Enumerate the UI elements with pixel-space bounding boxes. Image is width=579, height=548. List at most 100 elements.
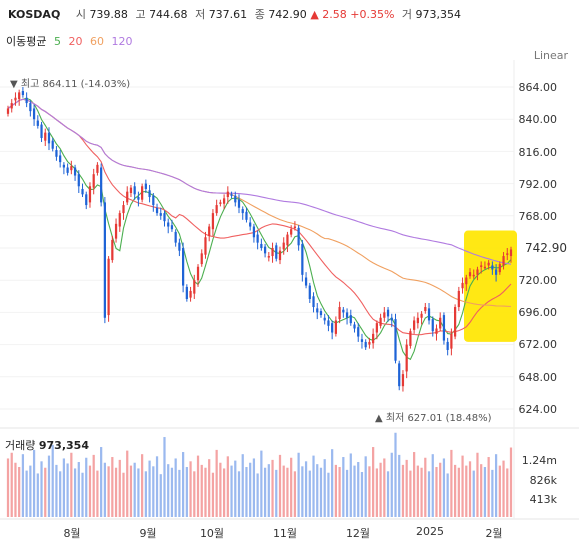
price-tick: 816.00: [518, 146, 558, 159]
volume-bar: [62, 458, 66, 517]
volume-bar: [100, 447, 103, 517]
symbol-name: KOSDAQ: [8, 8, 61, 21]
volume-bar: [77, 462, 80, 517]
candle: [282, 242, 285, 250]
volume-bar: [88, 465, 92, 517]
x-tick: 12월: [345, 527, 371, 540]
candle: [193, 280, 196, 294]
candle: [256, 234, 259, 243]
volume-bar: [32, 449, 36, 517]
candle: [241, 209, 244, 214]
candle: [96, 164, 99, 173]
volume-bar: [338, 467, 341, 517]
volume-bar: [159, 474, 162, 517]
candle: [293, 226, 297, 229]
volume-bar: [215, 449, 218, 517]
volume-bar: [453, 464, 457, 517]
volume-bar: [237, 471, 241, 517]
candle: [457, 290, 460, 308]
volume-title-value: 973,354: [38, 439, 89, 452]
volume-bar: [308, 470, 311, 517]
candle: [249, 222, 252, 227]
candle: [323, 317, 326, 321]
candle: [435, 328, 438, 334]
candle: [480, 265, 483, 267]
candle: [386, 309, 390, 317]
volume-bar: [487, 457, 490, 517]
volume-bar: [178, 469, 181, 517]
candle: [200, 253, 203, 265]
volume-bar: [286, 467, 289, 517]
candle: [263, 246, 267, 254]
volume-bar: [122, 472, 125, 517]
candle: [141, 186, 144, 200]
candle: [312, 296, 315, 308]
moving-average-legend[interactable]: 이동평균 5 20 60 120: [6, 33, 136, 49]
candle: [25, 97, 28, 104]
volume-bar: [111, 457, 114, 517]
volume-bar: [163, 437, 166, 517]
candle: [111, 239, 114, 261]
candle: [375, 323, 378, 333]
volume-bar: [103, 462, 106, 517]
candle: [44, 132, 47, 141]
volume-bar: [327, 472, 330, 517]
candle: [316, 308, 319, 313]
volume-bar: [36, 473, 39, 517]
volume-bar: [360, 472, 364, 517]
candle: [413, 320, 416, 330]
candle: [301, 243, 304, 275]
candle: [360, 339, 364, 342]
volume-bar: [256, 473, 259, 517]
volume-bar: [6, 458, 10, 517]
volume-bar: [316, 464, 319, 517]
candle: [211, 213, 215, 230]
price-tick: 624.00: [518, 403, 558, 416]
candle: [92, 174, 95, 188]
candle: [424, 307, 427, 312]
candle: [77, 174, 80, 187]
ma-legend-title: 이동평균: [6, 35, 47, 48]
volume-bar: [312, 455, 315, 517]
open-label: 시: [75, 8, 86, 21]
candle: [88, 186, 92, 203]
candle: [401, 374, 405, 387]
candle: [234, 195, 237, 203]
scale-mode-toggle[interactable]: Linear: [533, 49, 568, 62]
candle: [353, 324, 356, 329]
candle: [308, 285, 311, 299]
candle: [461, 282, 464, 289]
volume-bar: [427, 471, 431, 517]
candle: [416, 317, 419, 324]
candle: [372, 333, 375, 344]
candle: [409, 331, 412, 346]
volume-bar: [345, 469, 349, 517]
volume-bar: [152, 466, 155, 517]
candle: [6, 108, 10, 114]
volume-bar: [263, 467, 267, 517]
ma60-line: [7, 98, 512, 308]
volume-bar: [290, 457, 293, 517]
x-tick: 10월: [199, 527, 225, 540]
candle: [226, 191, 229, 198]
candle: [483, 266, 487, 269]
volume-bar: [170, 467, 174, 517]
volume-bar: [398, 454, 401, 517]
volume-bar: [457, 467, 460, 517]
volume-bar: [196, 455, 200, 517]
volume-bar: [133, 462, 136, 517]
candle: [342, 309, 345, 313]
candle: [159, 213, 162, 216]
candle: [453, 307, 457, 337]
volume-bar: [424, 457, 427, 517]
volume-bar: [144, 471, 147, 517]
quote-header: KOSDAQ 시 739.88 고 744.68 저 737.61 종 742.…: [8, 6, 461, 22]
volume-bar: [21, 454, 25, 517]
price-tick: 768.00: [518, 210, 558, 223]
volume-bar: [334, 464, 337, 517]
volume-panel-title: 거래량 973,354: [5, 437, 89, 453]
volume-bar: [226, 456, 229, 517]
candle: [271, 248, 274, 257]
volume-bar: [502, 460, 505, 517]
